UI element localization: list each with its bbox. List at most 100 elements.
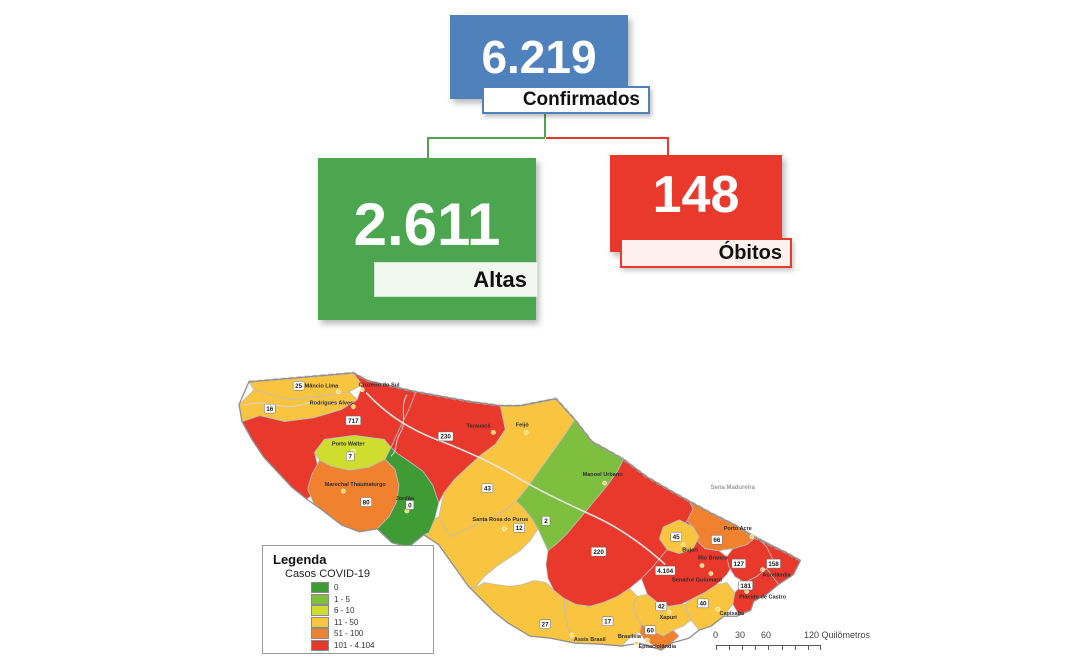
confirmed-cases-box: 6.219	[450, 15, 628, 99]
case-count-porto-acre: 66	[711, 535, 723, 545]
muni-label: Santa Rosa do Purus	[472, 517, 528, 523]
city-dot	[336, 389, 341, 395]
legend-row: 6 - 10	[311, 605, 433, 616]
svg-text:80: 80	[363, 499, 371, 506]
case-count-manoel-urbano: 2	[541, 516, 551, 526]
city-dot	[634, 640, 639, 646]
case-count-xapuri: 42	[655, 601, 667, 612]
svg-text:12: 12	[516, 525, 524, 532]
svg-text:0: 0	[408, 502, 412, 509]
city-dot	[340, 488, 346, 494]
city-dot	[760, 567, 765, 572]
muni-label: Acrelândia	[762, 573, 791, 579]
legend-class-label: 0	[334, 583, 339, 592]
svg-text:40: 40	[699, 601, 707, 608]
case-count-jordao: 0	[405, 500, 415, 510]
case-count-capixaba: 40	[697, 598, 709, 609]
svg-text:220: 220	[593, 549, 604, 556]
case-count-rio-branco: 4.104	[655, 565, 676, 576]
muni-label: Porto Acre	[724, 526, 752, 532]
muni-label: Feijó	[516, 422, 530, 428]
legend-row: 0	[311, 582, 433, 593]
city-dot	[359, 387, 365, 393]
muni-label: Rodrigues Alves	[310, 401, 354, 407]
muni-label: Porto Walter	[332, 441, 366, 447]
case-count-tarauaca: 230	[437, 431, 454, 442]
svg-text:4.104: 4.104	[657, 568, 673, 575]
muni-label-outside: Sena Madureira	[711, 485, 756, 491]
city-dot	[491, 430, 496, 435]
svg-text:66: 66	[713, 537, 721, 544]
connector-line	[544, 110, 546, 137]
legend-row: 101 - 4.104	[311, 639, 433, 651]
muni-label: Manoel Urbano	[583, 472, 624, 478]
muni-label: Brasiléia	[618, 634, 642, 640]
legend-class-label: 51 - 100	[334, 629, 364, 638]
svg-text:43: 43	[484, 485, 492, 492]
connector-line	[546, 137, 669, 139]
deaths-box: 148	[610, 155, 782, 252]
map-legend: Legenda Casos COVID-19 0 1 - 5 6 - 10 11…	[262, 545, 434, 654]
svg-text:717: 717	[348, 418, 359, 425]
legend-swatch	[311, 605, 329, 616]
svg-text:17: 17	[604, 619, 612, 626]
muni-label: Bujari	[682, 548, 698, 554]
scale-tick-label: 30	[735, 630, 746, 640]
case-count-cruzeiro-do-sul: 717	[345, 415, 361, 426]
case-count-brasileia: 17	[601, 616, 614, 626]
legend-class-label: 101 - 4.104	[334, 640, 375, 650]
legend-row: 51 - 100	[311, 628, 433, 639]
muni-label: Cruzeiro do Sul	[359, 383, 400, 389]
muni-label: Jordão	[396, 496, 415, 502]
city-dot	[602, 480, 607, 486]
scale-tick-label: 60	[761, 630, 772, 640]
muni-label: Mâncio Lima	[305, 384, 340, 390]
connector-line	[667, 137, 669, 156]
legend-class-label: 11 - 50	[334, 617, 359, 627]
city-dot	[569, 632, 575, 638]
case-count-marechal-thaumaturgo: 80	[360, 497, 372, 507]
muni-label: Marechal Thaumaturgo	[325, 482, 387, 488]
case-count-porto-walter: 7	[346, 451, 355, 462]
legend-swatch	[311, 616, 329, 628]
legend-swatch	[311, 628, 329, 639]
case-count-mancio-lima: 25	[292, 381, 305, 391]
river-jurua	[390, 394, 408, 457]
deaths-label: Óbitos	[620, 238, 792, 268]
svg-text:42: 42	[658, 604, 666, 611]
connector-line	[427, 137, 545, 139]
confirmed-cases-label: Confirmados	[482, 86, 650, 114]
muni-label: Senador Guiomard	[672, 577, 723, 583]
city-dot	[350, 404, 356, 409]
svg-text:60: 60	[647, 627, 655, 634]
muni-label: Tarauacá	[466, 423, 491, 429]
case-count-rodrigues-alves: 16	[264, 403, 276, 414]
recovered-cases-label: Altas	[374, 262, 538, 297]
svg-text:7: 7	[349, 454, 353, 461]
city-dot	[699, 563, 705, 568]
muni-label: Capixaba	[719, 611, 745, 617]
case-count-senador-guiomard: 127	[731, 558, 746, 569]
legend-title: Legenda	[273, 552, 327, 567]
case-count-feijo: 43	[481, 483, 494, 493]
legend-class-label: 1 - 5	[334, 594, 351, 604]
case-count-acrelandia: 158	[766, 558, 781, 569]
legend-swatch	[311, 593, 329, 605]
scale-bar-line	[716, 645, 821, 650]
scale-end-label: 120 Quilômetros	[804, 630, 871, 640]
svg-text:181: 181	[740, 583, 751, 590]
city-dot	[645, 637, 650, 643]
recovered-cases-value: 2.611	[353, 191, 501, 258]
legend-row: 11 - 50	[311, 616, 433, 628]
svg-text:158: 158	[768, 561, 779, 568]
legend-row: 1 - 5	[311, 593, 433, 605]
deaths-value: 148	[652, 166, 740, 224]
city-dot	[501, 526, 507, 532]
confirmed-cases-value: 6.219	[481, 31, 597, 83]
case-count-santa-rosa: 12	[513, 523, 525, 533]
scale-tick-label: 0	[713, 630, 719, 640]
acre-choropleth-map: Mâncio Lima Rodrigues Alves Cruzeiro do …	[238, 371, 802, 651]
city-dot	[680, 542, 686, 548]
svg-text:25: 25	[295, 383, 303, 390]
